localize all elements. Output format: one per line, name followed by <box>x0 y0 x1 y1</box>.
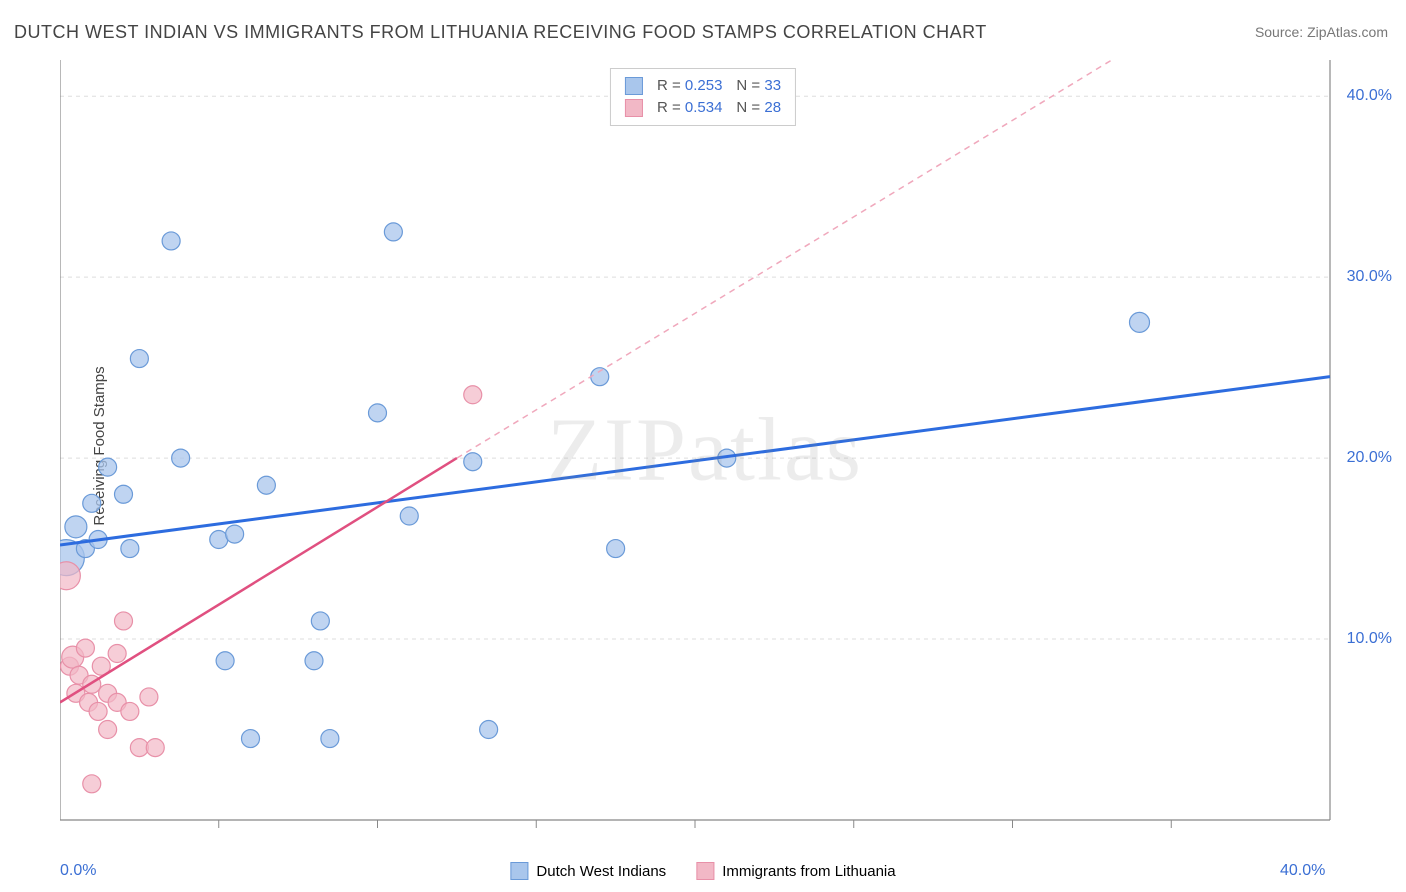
chart-container: DUTCH WEST INDIAN VS IMMIGRANTS FROM LIT… <box>0 0 1406 892</box>
legend-correlation: R = 0.253 N = 33 R = 0.534 N = 28 <box>610 68 796 126</box>
legend-n-label-1: N = 33 <box>736 75 781 97</box>
swatch-series-2 <box>625 99 643 117</box>
chart-area: ZIPatlas <box>60 60 1350 840</box>
y-tick-label: 40.0% <box>1347 87 1392 105</box>
legend-item-2: Immigrants from Lithuania <box>696 862 895 880</box>
y-tick-label: 20.0% <box>1347 449 1392 467</box>
swatch-series-1 <box>625 77 643 95</box>
legend-row-1: R = 0.253 N = 33 <box>625 75 781 97</box>
legend-item-1: Dutch West Indians <box>510 862 666 880</box>
legend-label-2: Immigrants from Lithuania <box>722 863 895 880</box>
source-label: Source: ZipAtlas.com <box>1255 24 1388 40</box>
legend-r-label-2: R = 0.534 <box>657 97 722 119</box>
legend-series: Dutch West Indians Immigrants from Lithu… <box>510 862 895 880</box>
y-tick-label: 10.0% <box>1347 630 1392 648</box>
legend-r-value-1: 0.253 <box>685 77 723 94</box>
chart-title: DUTCH WEST INDIAN VS IMMIGRANTS FROM LIT… <box>14 22 987 43</box>
legend-n-value-1: 33 <box>764 77 781 94</box>
legend-n-label-2: N = 28 <box>736 97 781 119</box>
y-tick-label: 30.0% <box>1347 268 1392 286</box>
legend-r-value-2: 0.534 <box>685 99 723 116</box>
legend-row-2: R = 0.534 N = 28 <box>625 97 781 119</box>
swatch-bottom-1 <box>510 862 528 880</box>
chart-svg <box>60 60 1350 840</box>
legend-r-label-1: R = 0.253 <box>657 75 722 97</box>
legend-label-1: Dutch West Indians <box>536 863 666 880</box>
source-prefix: Source: <box>1255 24 1307 40</box>
legend-n-value-2: 28 <box>764 99 781 116</box>
swatch-bottom-2 <box>696 862 714 880</box>
source-value: ZipAtlas.com <box>1307 24 1388 40</box>
x-tick-label: 40.0% <box>1280 862 1325 880</box>
x-tick-label: 0.0% <box>60 862 96 880</box>
